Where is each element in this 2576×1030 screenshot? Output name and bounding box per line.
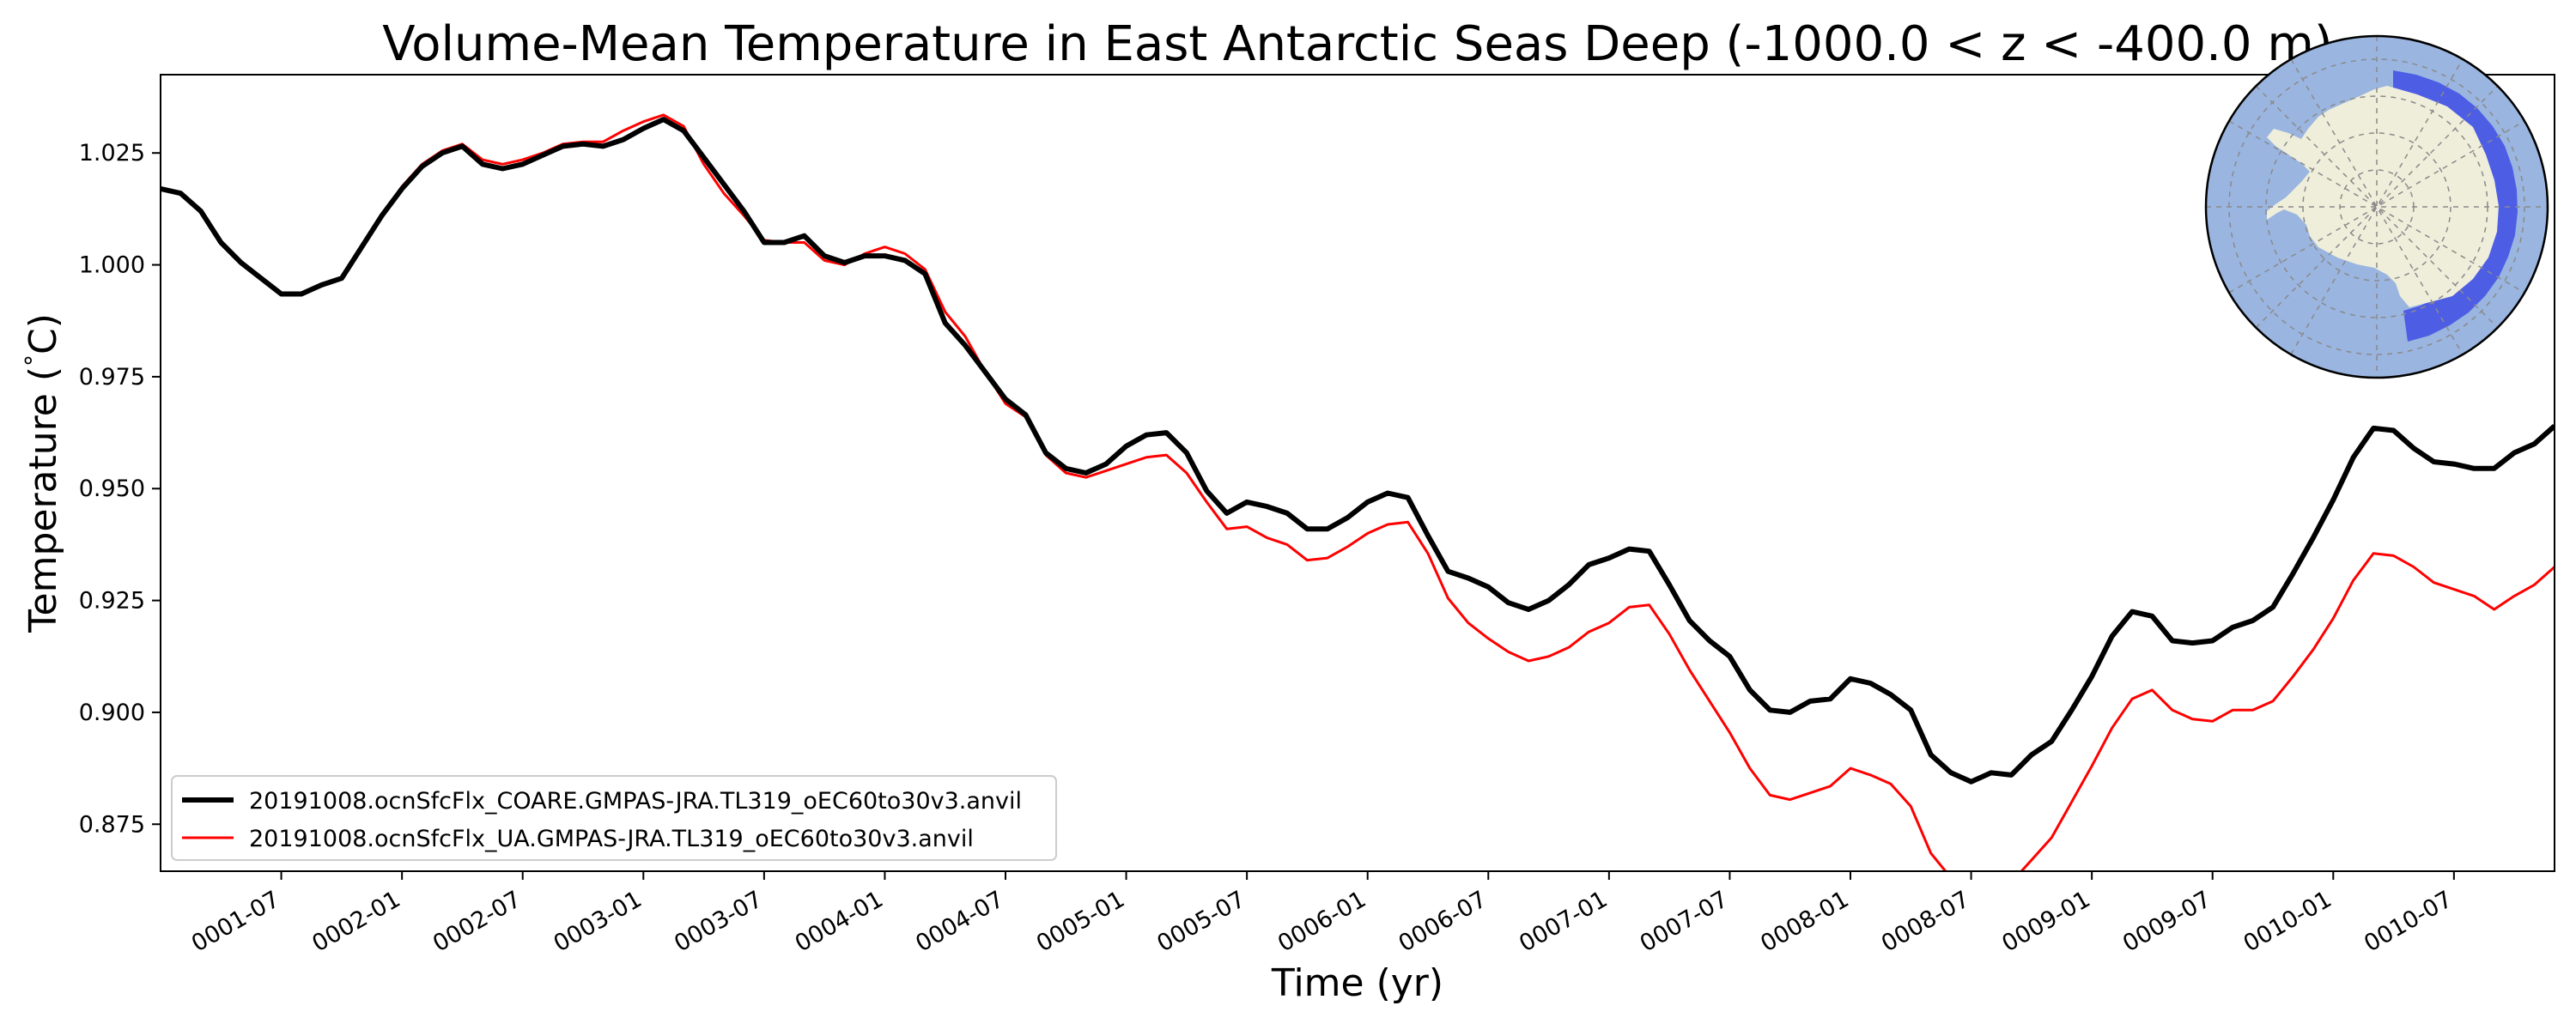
inset-highlighted-region [2393,70,2518,342]
y-tick-label: 0.925 [79,588,145,615]
legend-label-coare: 20191008.ocnSfcFlx_COARE.GMPAS-JRA.TL319… [249,788,1022,815]
y-tick-label: 0.875 [79,811,145,838]
x-tick-label: 0004-07 [911,886,1008,957]
x-tick-label: 0004-01 [791,886,888,957]
inset-region-map [2204,34,2549,379]
y-tick-label: 0.975 [79,364,145,391]
x-tick-label: 0007-01 [1515,886,1612,957]
x-tick-label: 0009-07 [2118,886,2215,957]
x-tick-label: 0002-01 [307,886,404,957]
legend-box [171,775,1057,861]
x-tick-label: 0008-01 [1756,886,1853,957]
y-tick-label: 0.950 [79,476,145,502]
legend: 20191008.ocnSfcFlx_COARE.GMPAS-JRA.TL319… [171,775,1057,861]
y-tick-label: 1.025 [79,140,145,167]
x-tick-label: 0001-07 [187,886,284,957]
x-tick-label: 0005-07 [1152,886,1249,957]
x-tick-label: 0007-07 [1636,886,1733,957]
y-axis-label: Temperature (°C) [20,313,65,633]
inset-antarctica-land [2267,86,2499,307]
plot-frame [160,74,2555,872]
inset-graticule [2206,36,2548,378]
chart-title: Volume-Mean Temperature in East Antarcti… [382,16,2332,72]
series-line-coare [161,117,2555,785]
series-line-ua [161,113,2555,871]
x-tick-label: 0002-07 [428,886,526,957]
y-tick-label: 0.900 [79,700,145,726]
legend-label-ua: 20191008.ocnSfcFlx_UA.GMPAS-JRA.TL319_oE… [249,826,974,852]
x-tick-label: 0006-07 [1394,886,1492,957]
x-tick-label: 0003-07 [670,886,767,957]
x-tick-label: 0006-01 [1273,886,1370,957]
x-axis-label: Time (yr) [1271,961,1443,1005]
x-tick-label: 0005-01 [1032,886,1129,957]
x-tick-label: 0010-07 [2360,886,2457,957]
x-tick-label: 0003-01 [550,886,647,957]
x-tick-label: 0009-01 [1997,886,2094,957]
y-tick-label: 1.000 [79,252,145,279]
x-tick-label: 0010-01 [2239,886,2336,957]
inset-border [2204,34,2549,379]
x-tick-label: 0008-07 [1877,886,1974,957]
